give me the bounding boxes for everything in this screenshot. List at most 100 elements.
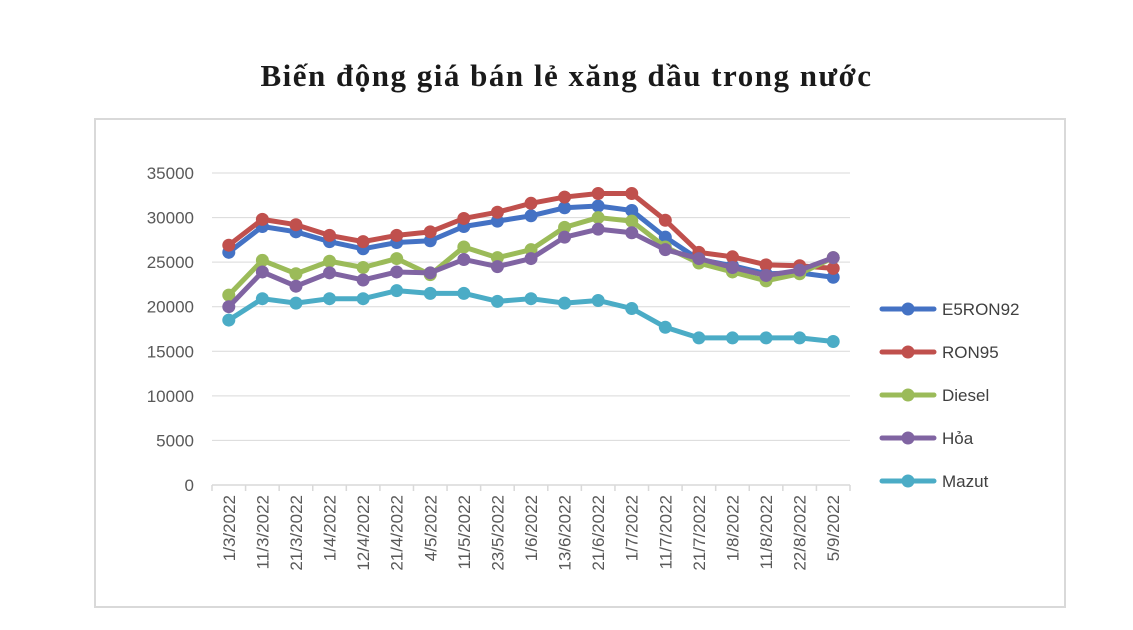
y-tick-label: 10000	[147, 387, 194, 406]
series-group	[222, 187, 840, 348]
y-tick-label: 35000	[147, 164, 194, 183]
data-point	[793, 263, 807, 277]
data-point	[591, 199, 605, 213]
data-point	[625, 187, 639, 201]
legend-marker	[901, 302, 915, 316]
data-point	[323, 228, 337, 242]
data-point	[390, 284, 404, 298]
data-point	[457, 252, 471, 266]
data-point	[390, 265, 404, 279]
data-point	[255, 265, 269, 279]
x-tick-label: 4/5/2022	[421, 495, 440, 561]
data-point	[725, 250, 739, 264]
legend-entry: Mazut	[879, 472, 989, 491]
data-point	[658, 243, 672, 257]
data-point	[793, 331, 807, 345]
x-tick-label: 1/7/2022	[623, 495, 642, 561]
data-point	[490, 260, 504, 274]
x-tick-label: 11/7/2022	[656, 495, 675, 569]
x-tick-label: 13/6/2022	[556, 495, 575, 571]
legend-marker	[901, 345, 915, 359]
data-point	[692, 252, 706, 266]
x-tick-label: 21/4/2022	[388, 495, 407, 571]
legend-entry: E5RON92	[879, 300, 1019, 319]
series-ron95	[222, 187, 840, 275]
data-point	[490, 294, 504, 308]
x-axis-ticks: 1/3/2022 11/3/2022 21/3/2022 1/4/2022 12/4/2…	[220, 495, 843, 571]
data-point	[222, 238, 236, 252]
data-point	[323, 292, 337, 306]
x-tick-label: 21/3/2022	[287, 495, 306, 571]
data-point	[826, 261, 840, 275]
data-point	[524, 292, 538, 306]
data-point	[356, 260, 370, 274]
data-point	[222, 300, 236, 314]
y-tick-label: 15000	[147, 342, 194, 361]
data-point	[591, 187, 605, 201]
x-tick-label: 23/5/2022	[488, 495, 507, 571]
chart-frame	[94, 118, 1066, 608]
x-tick-label: 21/7/2022	[690, 495, 709, 571]
legend: E5RON92 RON95 Diesel Hỏa Mazut	[879, 300, 1019, 491]
legend-label: Hỏa	[942, 429, 974, 448]
data-point	[423, 225, 437, 239]
x-tick-label: 1/4/2022	[321, 495, 340, 561]
x-tick-label: 12/4/2022	[354, 495, 373, 571]
data-point	[390, 252, 404, 266]
legend-marker	[901, 388, 915, 402]
data-point	[524, 243, 538, 257]
data-point	[759, 258, 773, 272]
legend-label: Diesel	[942, 386, 989, 405]
data-point	[625, 301, 639, 315]
data-point	[323, 254, 337, 268]
data-point	[457, 240, 471, 254]
data-point	[490, 205, 504, 219]
x-tick-label: 11/3/2022	[253, 495, 272, 569]
data-point	[490, 214, 504, 228]
data-point	[558, 220, 572, 234]
data-point	[423, 234, 437, 248]
data-point	[222, 313, 236, 327]
series-hỏa	[222, 222, 840, 314]
legend-entry: Hỏa	[879, 429, 974, 448]
data-point	[625, 214, 639, 228]
data-point	[725, 331, 739, 345]
chart-title: Biến động giá bán lẻ xăng dầu trong nước	[260, 58, 873, 93]
series-mazut	[222, 284, 840, 348]
legend-marker	[901, 474, 915, 488]
data-point	[658, 320, 672, 334]
data-point	[524, 196, 538, 210]
data-point	[222, 288, 236, 302]
x-tick-label: 5/9/2022	[824, 495, 843, 561]
data-point	[524, 252, 538, 266]
data-point	[457, 211, 471, 225]
x-tick-label: 1/6/2022	[522, 495, 541, 561]
y-tick-label: 20000	[147, 298, 194, 317]
data-point	[356, 273, 370, 287]
data-point	[591, 222, 605, 236]
data-point	[289, 218, 303, 232]
data-point	[826, 270, 840, 284]
data-point	[625, 226, 639, 240]
x-tick-label: 21/6/2022	[589, 495, 608, 571]
legend-label: Mazut	[942, 472, 989, 491]
data-point	[625, 203, 639, 217]
data-point	[658, 213, 672, 227]
data-point	[759, 331, 773, 345]
x-tick-label: 1/8/2022	[723, 495, 742, 561]
legend-label: E5RON92	[942, 300, 1019, 319]
data-point	[423, 286, 437, 300]
data-point	[692, 331, 706, 345]
data-point	[759, 269, 773, 283]
data-point	[289, 267, 303, 281]
y-tick-label: 0	[185, 476, 194, 495]
data-point	[390, 228, 404, 242]
data-point	[255, 253, 269, 267]
legend-label: RON95	[942, 343, 999, 362]
data-point	[356, 292, 370, 306]
data-point	[255, 292, 269, 306]
data-point	[423, 266, 437, 280]
data-point	[658, 230, 672, 244]
data-point	[591, 211, 605, 225]
